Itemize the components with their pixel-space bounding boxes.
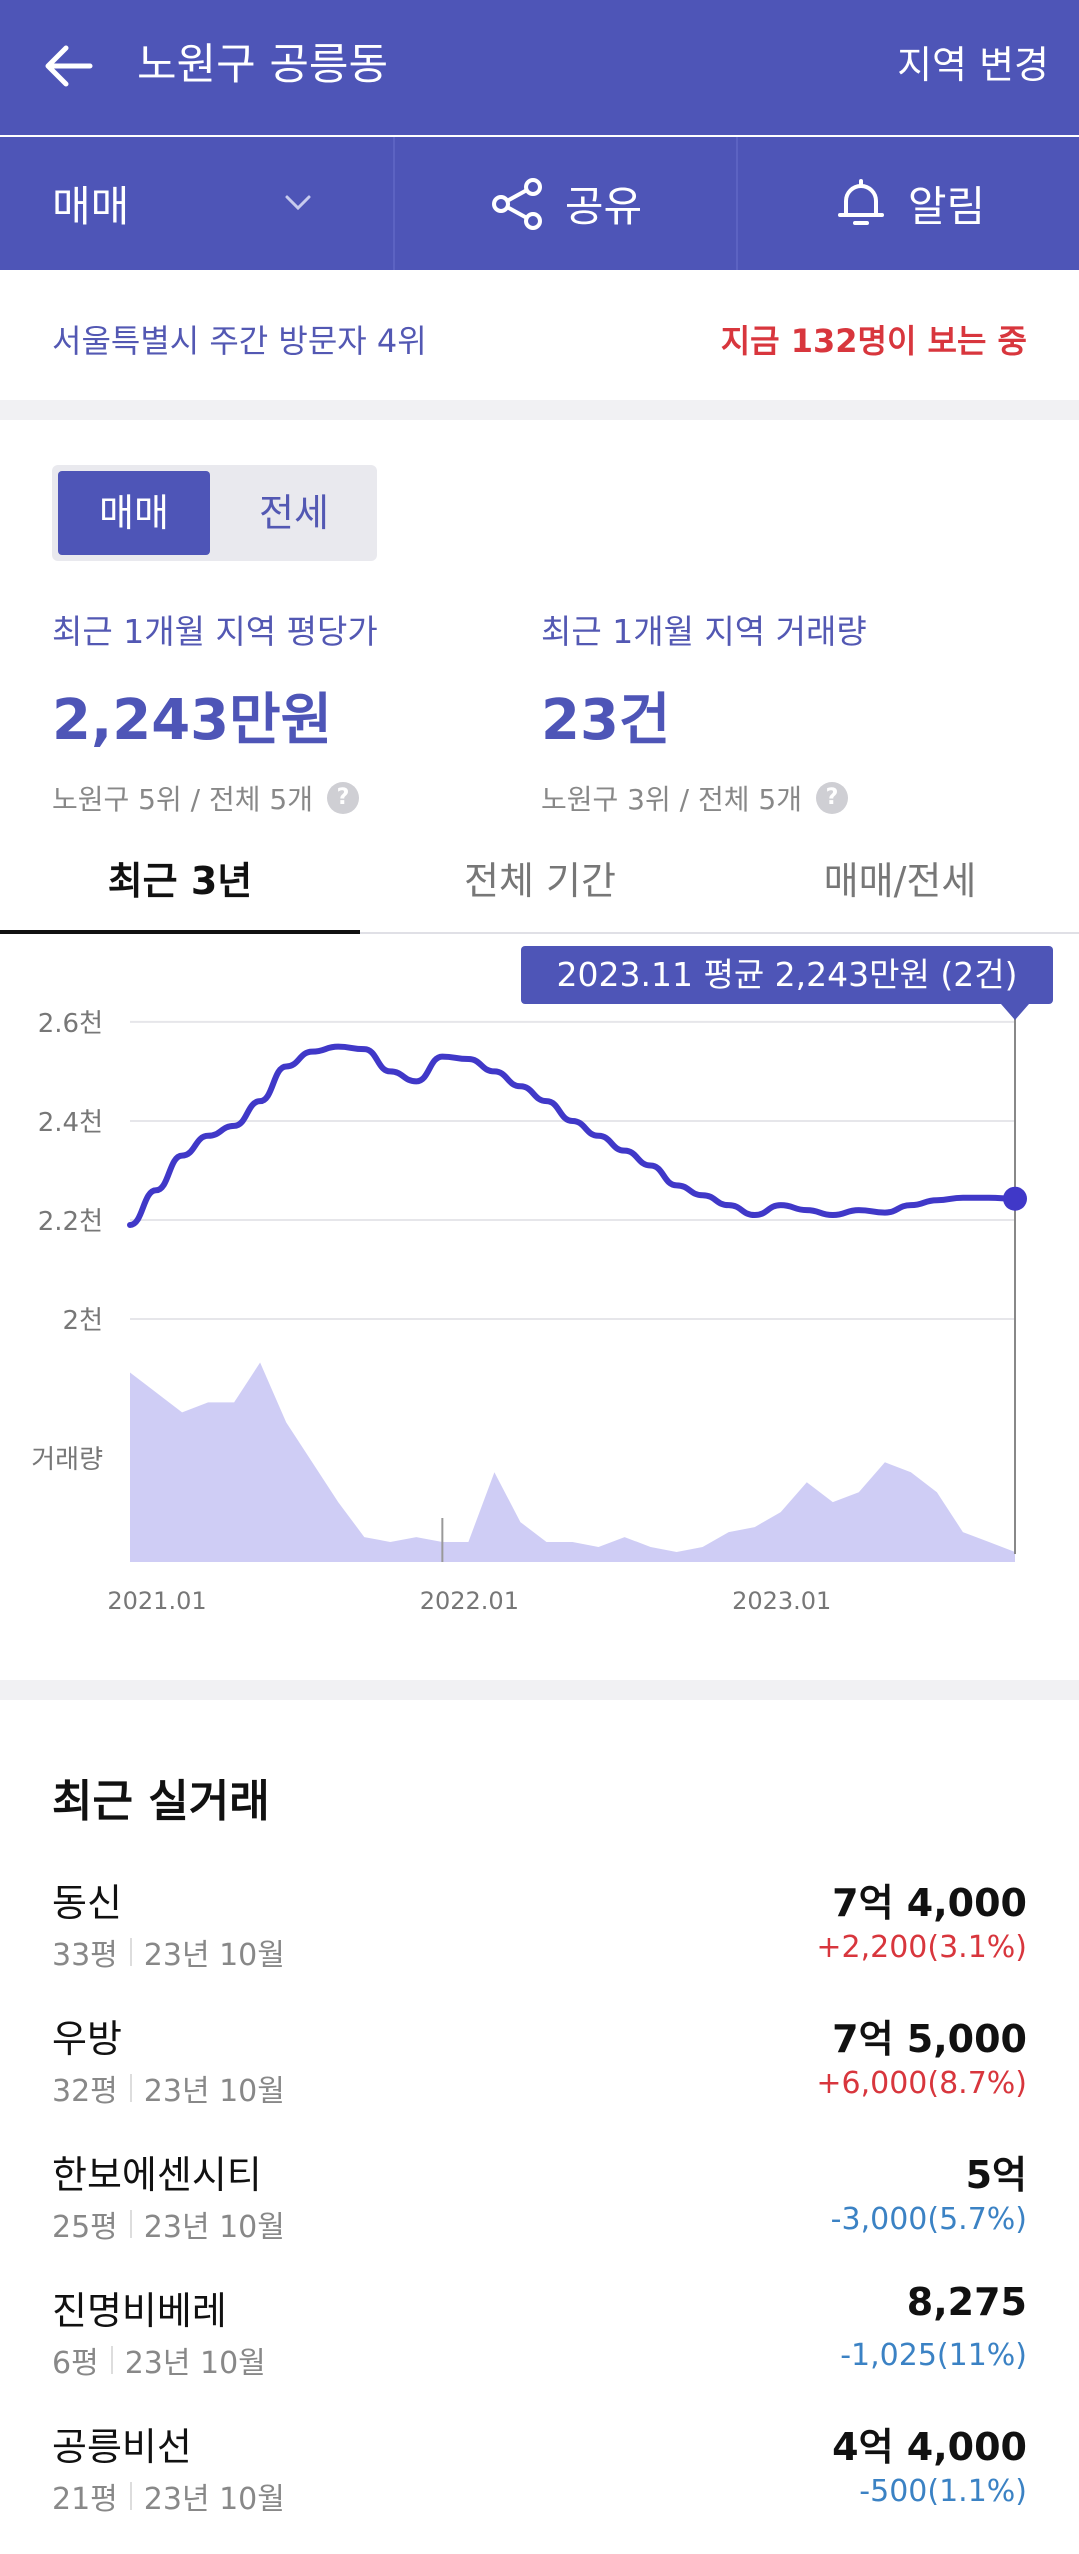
deal-size: 33평 (52, 1938, 118, 1973)
share-label: 공유 (564, 182, 643, 231)
chart-tooltip-text: 2023.11 평균 2,243만원 (2건) (557, 955, 1018, 994)
y-tick-label: 2천 (63, 1306, 103, 1336)
deal-complex-name: 공릉비선 (52, 2425, 192, 2469)
deal-change: -500(1.1%) (859, 2474, 1027, 2509)
volume-axis-label: 거래량 (31, 1445, 103, 1475)
tab-sale-jeonse[interactable]: 매매/전세 (823, 859, 977, 903)
deal-row[interactable]: 한보에센시티 25평 23년 10월 5억 -3,000(5.7%) (0, 2144, 1079, 2280)
x-tick-label: 2021.01 (107, 1587, 206, 1615)
deal-change: -1,025(11%) (840, 2338, 1027, 2373)
deal-size: 21평 (52, 2482, 118, 2517)
sale-type-toggle: 매매 전세 (52, 465, 377, 561)
deal-meta: 25평 23년 10월 (52, 2202, 285, 2246)
recent-deals-title: 최근 실거래 (52, 1776, 270, 1827)
deal-row[interactable]: 동신 33평 23년 10월 7억 4,000 +2,200(3.1%) (0, 1872, 1079, 2008)
deal-row[interactable]: 진명비베레 6평 23년 10월 8,275 -1,025(11%) (0, 2280, 1079, 2416)
question-icon[interactable]: ? (327, 782, 359, 814)
deal-date: 23년 10월 (124, 2346, 266, 2381)
deal-change: +2,200(3.1%) (816, 1930, 1027, 1965)
deal-price: 7억 5,000 (832, 2017, 1027, 2061)
meta-separator (129, 1938, 132, 1966)
toggle-sale[interactable]: 매매 (58, 471, 210, 555)
trade-type-select[interactable]: 매매 (0, 137, 395, 270)
deal-price: 7억 4,000 (832, 1881, 1027, 1925)
deal-date: 23년 10월 (143, 2210, 285, 2245)
metric-volume-value: 23건 (541, 688, 671, 753)
deal-date: 23년 10월 (143, 2074, 285, 2109)
visitor-rank: 서울특별시 주간 방문자 4위 (52, 322, 427, 360)
metric-price-value: 2,243만원 (52, 688, 333, 753)
toggle-jeonse[interactable]: 전세 (259, 491, 329, 535)
deal-complex-name: 진명비베레 (52, 2289, 227, 2333)
deal-meta: 6평 23년 10월 (52, 2338, 266, 2382)
trade-type-label: 매매 (52, 182, 130, 231)
meta-separator (129, 2210, 132, 2238)
deal-change: +6,000(8.7%) (816, 2066, 1027, 2101)
x-tick-label: 2023.01 (732, 1587, 831, 1615)
deal-size: 6평 (52, 2346, 99, 2381)
chart-tooltip (521, 946, 1053, 1004)
y-tick-label: 2.2천 (38, 1207, 103, 1237)
deal-complex-name: 한보에센시티 (52, 2153, 262, 2197)
metric-volume: 최근 1개월 지역 거래량 23건 노원구 3위 / 전체 5개 ? (541, 605, 867, 818)
deal-price: 4억 4,000 (832, 2425, 1027, 2469)
deal-meta: 21평 23년 10월 (52, 2474, 285, 2518)
deal-row[interactable]: 우방 32평 23년 10월 7억 5,000 +6,000(8.7%) (0, 2008, 1079, 2144)
metric-volume-label: 최근 1개월 지역 거래량 (541, 612, 867, 651)
tab-recent-3y[interactable]: 최근 3년 (0, 838, 360, 934)
metric-price-rank-text: 노원구 5위 / 전체 5개 (52, 783, 313, 816)
deal-size: 25평 (52, 2210, 118, 2245)
meta-separator (129, 2482, 132, 2510)
chevron-down-icon (285, 195, 311, 211)
deal-price: 5억 (965, 2153, 1027, 2197)
y-tick-label: 2.6천 (38, 1009, 103, 1039)
metric-price-label: 최근 1개월 지역 평당가 (52, 612, 378, 651)
deal-complex-name: 동신 (52, 1881, 122, 1925)
metric-price: 최근 1개월 지역 평당가 2,243만원 노원구 5위 / 전체 5개 ? (52, 605, 378, 818)
region-change-button[interactable]: 지역 변경 (897, 43, 1049, 87)
deal-meta: 32평 23년 10월 (52, 2066, 285, 2110)
metric-volume-rank: 노원구 3위 / 전체 5개 ? (541, 778, 867, 818)
action-bar: 매매 공유 알림 (0, 137, 1079, 270)
deal-meta: 33평 23년 10월 (52, 1930, 285, 1974)
app-header: 노원구 공릉동 지역 변경 (0, 0, 1079, 135)
tooltip-pointer (1001, 1004, 1029, 1020)
x-tick-label: 2022.01 (420, 1587, 519, 1615)
deal-price: 8,275 (906, 2280, 1027, 2324)
volume-area (130, 1362, 1015, 1562)
deal-change: -3,000(5.7%) (830, 2202, 1027, 2237)
deal-complex-name: 우방 (52, 2017, 122, 2061)
divider (0, 400, 1079, 420)
alert-label: 알림 (907, 182, 986, 231)
y-tick-label: 2.4천 (38, 1108, 103, 1138)
bell-icon (837, 178, 884, 225)
meta-separator (110, 2346, 113, 2374)
deal-size: 32평 (52, 2074, 118, 2109)
tab-all-period[interactable]: 전체 기간 (464, 859, 616, 903)
arrow-left-icon[interactable] (40, 36, 100, 96)
period-tabs: 최근 3년 전체 기간 매매/전세 (0, 838, 1079, 934)
meta-separator (129, 2074, 132, 2102)
stats-row: 서울특별시 주간 방문자 4위 지금 132명이 보는 중 (0, 272, 1079, 400)
selected-point[interactable] (1003, 1186, 1027, 1211)
share-icon (491, 177, 542, 230)
deal-date: 23년 10월 (143, 1938, 285, 1973)
deal-row[interactable]: 공릉비선 21평 23년 10월 4억 4,000 -500(1.1%) (0, 2416, 1079, 2552)
deal-date: 23년 10월 (143, 2482, 285, 2517)
divider (0, 1680, 1079, 1700)
metric-price-rank: 노원구 5위 / 전체 5개 ? (52, 778, 378, 818)
question-icon[interactable]: ? (816, 782, 848, 814)
viewing-now: 지금 132명이 보는 중 (720, 322, 1027, 360)
share-button[interactable]: 공유 (395, 137, 738, 270)
metric-volume-rank-text: 노원구 3위 / 전체 5개 (541, 783, 802, 816)
price-line (127, 1043, 1018, 1228)
page-title: 노원구 공릉동 (137, 40, 389, 90)
alert-button[interactable]: 알림 (738, 137, 1079, 270)
